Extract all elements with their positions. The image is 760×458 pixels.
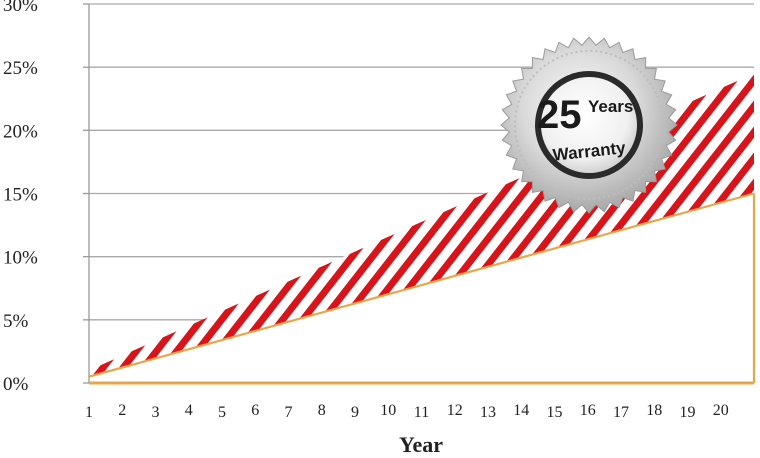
warranty-seal-icon: 25 Years Warranty <box>500 36 678 214</box>
x-tick-label-11: 11 <box>414 404 429 421</box>
y-tick-label-5: 25% <box>3 58 38 79</box>
base-area <box>89 193 754 383</box>
y-tick-labels: 0% 5% 10% 15% 20% 25% 30% <box>3 0 38 395</box>
seal-ring <box>514 50 664 200</box>
x-tick-label-8: 8 <box>318 402 326 419</box>
y-tick-label-3: 15% <box>3 185 38 206</box>
y-tick-label-4: 20% <box>3 121 38 142</box>
x-tick-label-14: 14 <box>513 402 529 419</box>
x-tick-label-15: 15 <box>547 404 563 421</box>
x-tick-label-12: 12 <box>447 402 463 419</box>
x-tick-label-13: 13 <box>480 404 496 421</box>
x-tick-label-5: 5 <box>218 404 226 421</box>
x-axis-label: Year <box>399 432 443 457</box>
x-tick-label-17: 17 <box>613 404 629 421</box>
seal-center <box>541 77 637 173</box>
x-tick-label-1: 1 <box>85 404 93 421</box>
badge-number: 25 <box>537 93 582 137</box>
x-tick-label-2: 2 <box>118 402 126 419</box>
y-tick-label-2: 10% <box>3 248 38 269</box>
x-tick-label-16: 16 <box>580 402 596 419</box>
x-tick-label-9: 9 <box>351 404 359 421</box>
badge-years: Years <box>588 97 633 116</box>
y-tick-label-6: 30% <box>3 0 38 16</box>
x-tick-label-6: 6 <box>251 402 259 419</box>
axis-layer <box>83 3 756 385</box>
x-tick-label-3: 3 <box>152 404 160 421</box>
y-tick-label-1: 5% <box>3 311 29 332</box>
x-tick-label-19: 19 <box>680 404 696 421</box>
x-tick-labels: 1 2 3 4 5 6 7 8 9 10 11 12 13 14 15 16 17 18 19 20 <box>85 402 729 421</box>
x-tick-label-18: 18 <box>646 402 662 419</box>
x-tick-label-4: 4 <box>185 402 193 419</box>
baseline-series-line <box>88 192 755 378</box>
x-tick-label-7: 7 <box>285 404 293 421</box>
x-tick-label-20: 20 <box>713 402 729 419</box>
x-tick-label-10: 10 <box>380 402 396 419</box>
y-tick-label-0: 0% <box>3 374 29 395</box>
